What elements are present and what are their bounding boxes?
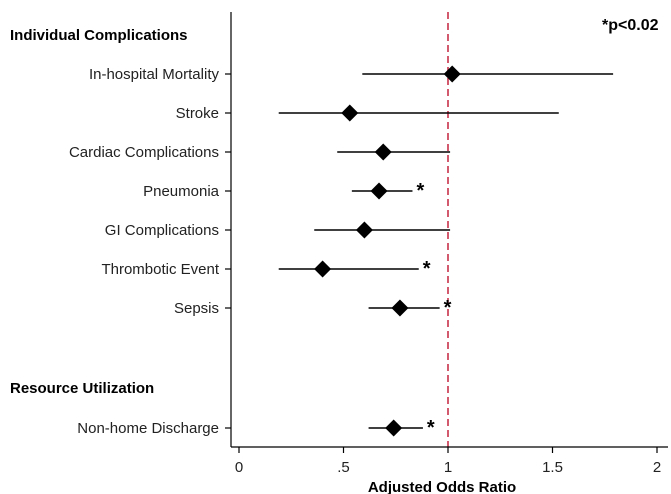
x-tick-label: 1	[444, 459, 452, 476]
row-label: Non-home Discharge	[77, 420, 219, 437]
odds-ratio-marker	[391, 299, 409, 317]
row-label: Stroke	[176, 105, 219, 122]
odds-ratio-marker	[355, 221, 373, 239]
row-label: Sepsis	[174, 300, 219, 317]
row-label: In-hospital Mortality	[89, 66, 220, 83]
odds-ratio-marker	[443, 65, 461, 83]
section-title: Individual Complications	[10, 27, 188, 44]
significance-star: *	[444, 297, 452, 319]
odds-ratio-marker	[374, 143, 392, 161]
row-label: Cardiac Complications	[69, 144, 219, 161]
odds-ratio-marker	[385, 419, 403, 437]
significance-note: *p<0.02	[602, 17, 659, 34]
significance-star: *	[423, 258, 431, 280]
section-title: Resource Utilization	[10, 380, 154, 397]
x-tick-label: 0	[235, 459, 243, 476]
odds-ratio-marker	[341, 104, 359, 122]
x-tick-label: .5	[337, 459, 350, 476]
odds-ratio-marker	[370, 182, 388, 200]
x-tick-label: 1.5	[542, 459, 563, 476]
row-label: Pneumonia	[143, 183, 220, 200]
significance-star: *	[427, 417, 435, 439]
x-tick-label: 2	[653, 459, 661, 476]
x-axis-title: Adjusted Odds Ratio	[368, 479, 516, 494]
row-label: GI Complications	[105, 222, 219, 239]
odds-ratio-marker	[314, 260, 332, 278]
significance-star: *	[416, 180, 424, 202]
row-label: Thrombotic Event	[101, 261, 219, 278]
